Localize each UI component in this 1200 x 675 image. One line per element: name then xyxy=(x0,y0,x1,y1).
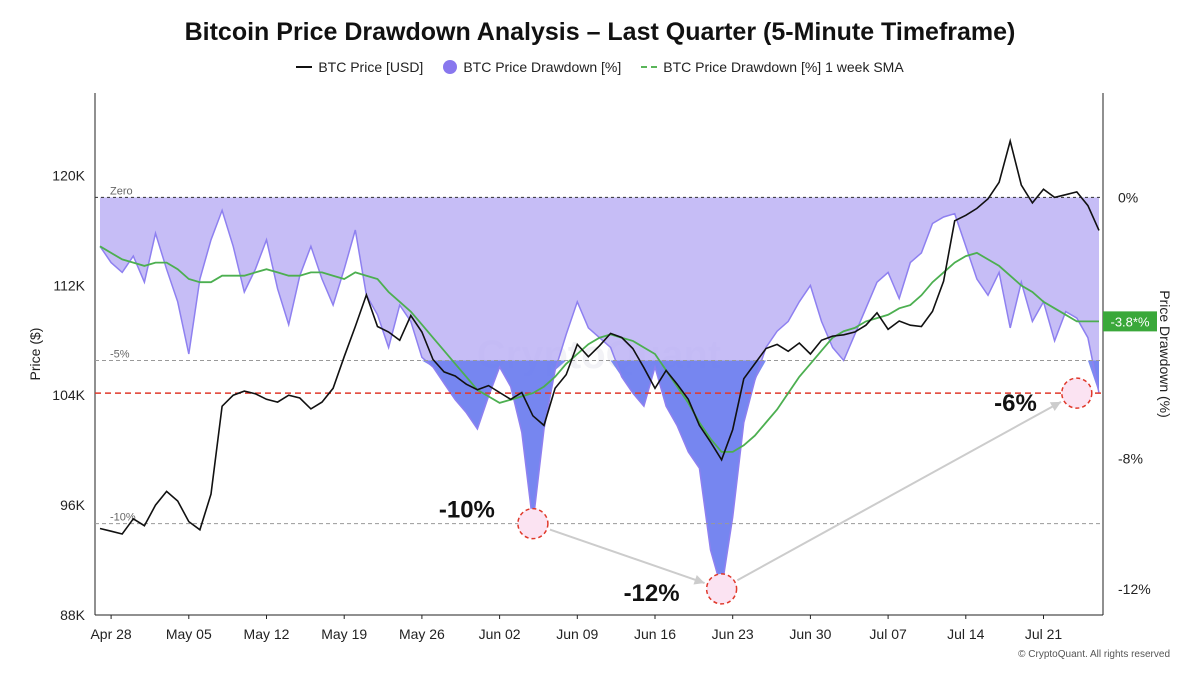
right-tick-label: 0% xyxy=(1118,189,1138,205)
x-tick-label: May 19 xyxy=(321,626,367,642)
left-tick-label: 104K xyxy=(52,387,85,403)
annotation-label: -12% xyxy=(624,580,680,607)
drawdown-area-deep xyxy=(100,360,1099,589)
x-tick-label: May 12 xyxy=(244,626,290,642)
x-tick-label: Jun 02 xyxy=(479,626,521,642)
legend-dash-icon xyxy=(641,66,658,68)
annotation-label: -6% xyxy=(994,390,1037,417)
annotation-circle xyxy=(517,507,549,540)
annotation-arrow-line xyxy=(736,400,1062,582)
right-axis-title: Price Drawdown (%) xyxy=(1157,290,1173,418)
legend-item-price[interactable]: BTC Price [USD] xyxy=(296,59,423,75)
legend-line-icon xyxy=(296,66,313,68)
left-axis-title: Price ($) xyxy=(27,328,43,381)
left-tick-label: 120K xyxy=(52,167,85,183)
reference-label-2: -10% xyxy=(110,512,136,524)
left-tick-label: 96K xyxy=(60,497,86,513)
annotation-circle xyxy=(1061,377,1093,409)
x-tick-label: Jun 09 xyxy=(556,626,598,642)
current-value-tag xyxy=(1103,311,1157,332)
legend-label-drawdown: BTC Price Drawdown [%] xyxy=(463,59,622,75)
x-tick-label: Jul 14 xyxy=(947,626,985,642)
legend-item-sma[interactable]: BTC Price Drawdown [%] 1 week SMA xyxy=(641,59,904,75)
chart-legend: BTC Price [USD] BTC Price Drawdown [%] B… xyxy=(0,59,1200,75)
x-tick-label: May 05 xyxy=(166,626,212,642)
legend-dot-icon xyxy=(443,60,458,74)
x-tick-label: Jun 30 xyxy=(789,626,831,642)
price-line xyxy=(99,137,1100,535)
reference-label-1: -5% xyxy=(110,349,130,361)
copyright-notice: © CryptoQuant. All rights reserved xyxy=(1018,649,1170,660)
x-tick-label: Apr 28 xyxy=(90,626,131,642)
x-tick-label: May 26 xyxy=(399,626,445,642)
current-value-label: -3.8*% xyxy=(1110,314,1149,329)
reference-label-0: Zero xyxy=(110,185,133,197)
annotation-circle xyxy=(705,573,738,605)
right-tick-label: -12% xyxy=(1118,581,1151,597)
annotation-arrow-head xyxy=(693,575,705,585)
legend-label-price: BTC Price [USD] xyxy=(318,59,424,75)
x-tick-label: Jul 21 xyxy=(1025,626,1063,642)
x-tick-label: Jul 07 xyxy=(869,626,907,642)
chart-title: Bitcoin Price Drawdown Analysis – Last Q… xyxy=(184,18,1016,46)
legend-item-drawdown[interactable]: BTC Price Drawdown [%] xyxy=(443,59,621,75)
drawdown-area xyxy=(100,197,1099,589)
left-tick-label: 88K xyxy=(60,607,86,623)
annotation-label: -10% xyxy=(439,497,495,524)
sma-line xyxy=(99,245,1099,453)
left-tick-label: 112K xyxy=(53,277,85,293)
legend-label-sma: BTC Price Drawdown [%] 1 week SMA xyxy=(663,59,904,75)
x-tick-label: Jun 16 xyxy=(634,626,676,642)
annotation-arrow-head xyxy=(1049,401,1062,412)
right-tick-label: -8% xyxy=(1118,450,1143,466)
x-tick-label: Jun 23 xyxy=(712,626,754,642)
annotation-arrow-line xyxy=(549,528,705,584)
